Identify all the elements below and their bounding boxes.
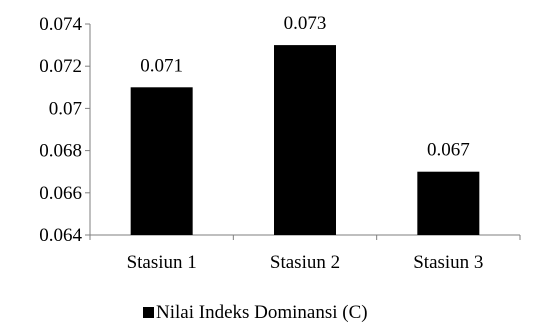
x-category-label-2: Stasiun 2 — [270, 252, 340, 273]
y-tick-label: 0.064 — [39, 225, 82, 246]
y-tick-label: 0.072 — [39, 56, 82, 77]
bar-2 — [274, 45, 336, 235]
data-labels: 0.071 0.073 0.067 — [140, 13, 469, 161]
bar-3 — [417, 171, 480, 235]
y-tick-label: 0.066 — [39, 183, 82, 204]
bar-1 — [130, 87, 193, 235]
legend-label: Nilai Indeks Dominansi (C) — [156, 302, 368, 323]
data-label-3: 0.067 — [427, 140, 470, 161]
legend: Nilai Indeks Dominansi (C) — [143, 302, 368, 323]
bars — [130, 45, 480, 235]
x-axis: Stasiun 1 Stasiun 2 Stasiun 3 — [89, 234, 521, 273]
y-tick-label: 0.07 — [49, 98, 82, 119]
data-label-2: 0.073 — [284, 13, 327, 34]
y-tick-label: 0.068 — [39, 141, 82, 162]
x-category-label-1: Stasiun 1 — [127, 252, 197, 273]
legend-swatch — [143, 307, 154, 318]
y-tick-label: 0.074 — [39, 14, 82, 35]
x-category-label-3: Stasiun 3 — [413, 252, 483, 273]
data-label-1: 0.071 — [140, 55, 183, 76]
y-axis: 0.064 0.066 0.068 0.07 0.072 0.074 — [39, 14, 91, 246]
